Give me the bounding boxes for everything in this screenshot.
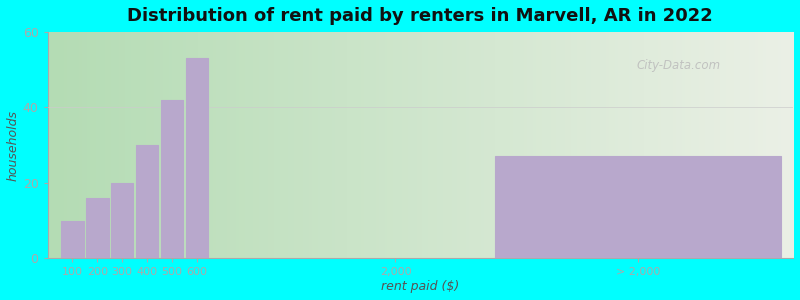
Text: City-Data.com: City-Data.com <box>637 59 721 72</box>
Bar <box>86 198 109 258</box>
Y-axis label: households: households <box>7 110 20 181</box>
Bar <box>136 145 158 258</box>
Bar <box>186 58 208 258</box>
Title: Distribution of rent paid by renters in Marvell, AR in 2022: Distribution of rent paid by renters in … <box>127 7 714 25</box>
X-axis label: rent paid ($): rent paid ($) <box>382 280 459 293</box>
Bar <box>161 100 183 258</box>
Bar <box>495 157 781 258</box>
Bar <box>111 183 134 258</box>
Bar <box>62 220 84 258</box>
